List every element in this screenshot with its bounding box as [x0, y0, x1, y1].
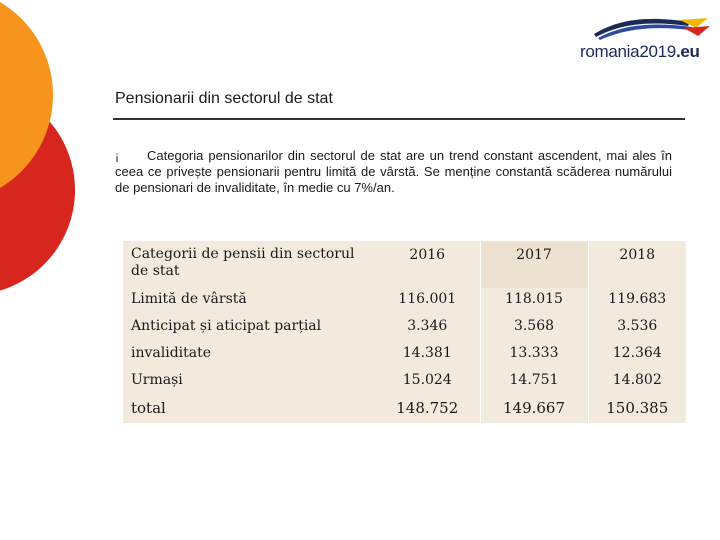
cell-value: 3.536: [587, 315, 686, 342]
intro-paragraph: ¡ Categoria pensionarilor din sectorul de…: [115, 148, 672, 196]
flag-stripes-icon: [594, 18, 710, 40]
logo-text: romania2019.eu: [580, 42, 700, 61]
cell-value: 13.333: [479, 342, 588, 369]
table-row: Limită de vârstă 116.001 118.015 119.683: [123, 288, 686, 315]
decorative-circles: [0, 2, 75, 291]
row-label: Limită de vârstă: [131, 291, 247, 307]
bullet-icon: ¡: [115, 149, 119, 163]
cell-value: 150.385: [587, 396, 686, 423]
pensions-table: Categorii de pensii din sectorul de stat…: [123, 241, 686, 423]
romania2019-logo: romania2019.eu: [580, 12, 712, 72]
cell-value: 15.024: [402, 372, 452, 388]
row-label: invaliditate: [131, 345, 212, 361]
header-year-2018: 2018: [587, 241, 686, 288]
cell-value: 14.802: [587, 369, 686, 396]
cell-value: 14.751: [479, 369, 588, 396]
header-category: Categorii de pensii din sectorul de stat: [131, 246, 355, 279]
cell-value: 3.568: [479, 315, 588, 342]
table-row: invaliditate 14.381 13.333 12.364: [123, 342, 686, 369]
cell-value: 12.364: [587, 342, 686, 369]
table-row: Urmași 15.024 14.751 14.802: [123, 369, 686, 396]
header-year-2016: 2016: [409, 247, 446, 263]
cell-value: 14.381: [402, 345, 452, 361]
table-header-row: Categorii de pensii din sectorul de stat…: [123, 241, 686, 288]
cell-value: 149.667: [479, 396, 588, 423]
intro-text: Categoria pensionarilor din sectorul de …: [115, 148, 672, 195]
row-label: Anticipat și aticipat parțial: [131, 318, 322, 334]
table-row: Anticipat și aticipat parțial 3.346 3.56…: [123, 315, 686, 342]
title-divider: [113, 118, 685, 120]
cell-value: 118.015: [479, 288, 588, 315]
cell-value: 148.752: [396, 399, 459, 417]
slide-title: Pensionarii din sectorul de stat: [115, 90, 333, 107]
header-year-2017: 2017: [479, 241, 588, 288]
cell-value: 119.683: [587, 288, 686, 315]
cell-value: 116.001: [398, 291, 457, 307]
orange-circle: [0, 2, 53, 188]
row-label: Urmași: [131, 372, 183, 388]
row-label: total: [131, 399, 166, 417]
cell-value: 3.346: [407, 318, 448, 334]
table-row-total: total 148.752 149.667 150.385: [123, 396, 686, 423]
